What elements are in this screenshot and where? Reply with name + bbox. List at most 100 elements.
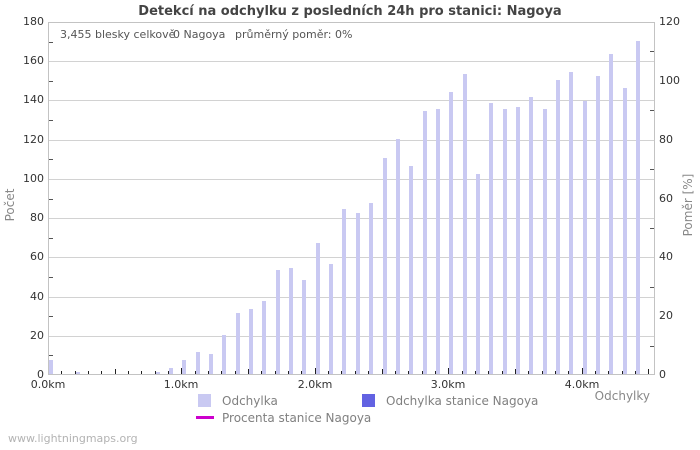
x-axis-label: Odchylky [594, 389, 650, 403]
gridline [49, 336, 654, 337]
bar-odchylka [476, 174, 480, 374]
y-tick-label-right: 60 [659, 192, 673, 205]
x-tick [195, 371, 196, 374]
x-tick [88, 371, 89, 374]
bar-odchylka [463, 74, 467, 374]
stat-station-strikes: 0 Nagoya [173, 28, 226, 41]
bar-odchylka [222, 335, 226, 374]
x-tick [61, 371, 62, 374]
x-tick-label: 2.0km [297, 378, 333, 391]
y-tick-label-right: 120 [659, 15, 680, 28]
y-minor-tick-left [49, 159, 53, 160]
bar-odchylka [489, 103, 493, 374]
stat-total-strikes: 3,455 blesky celkově [60, 28, 176, 41]
y-minor-tick-left [49, 42, 53, 43]
bar-odchylka [196, 352, 200, 374]
bar-odchylka [209, 354, 213, 374]
x-tick [382, 369, 383, 374]
bar-odchylka [596, 76, 600, 374]
plot-area [48, 22, 655, 375]
x-tick [155, 371, 156, 374]
x-tick-label: 0.0km [30, 378, 66, 391]
y-tick-label-left: 120 [23, 133, 44, 146]
x-tick [555, 371, 556, 374]
bar-odchylka [342, 209, 346, 374]
y-tick-label-right: 100 [659, 74, 680, 87]
x-tick [648, 369, 649, 374]
x-tick [408, 371, 409, 374]
gridline [49, 297, 654, 298]
x-tick [568, 371, 569, 374]
y-tick-label-left: 100 [23, 172, 44, 185]
x-tick [368, 371, 369, 374]
bar-odchylka [609, 54, 613, 374]
x-tick [235, 371, 236, 374]
legend-label-percent: Procenta stanice Nagoya [222, 411, 372, 425]
chart-title: Detekcí na odchylku z posledních 24h pro… [138, 4, 562, 19]
y-tick-label-left: 160 [23, 54, 44, 67]
y-tick-label-right: 20 [659, 309, 673, 322]
bar-odchylka [249, 309, 253, 374]
x-tick [515, 369, 516, 374]
x-tick [128, 371, 129, 374]
x-tick [528, 371, 529, 374]
bar-odchylka [156, 372, 160, 374]
bar-odchylka [289, 268, 293, 374]
x-tick [355, 371, 356, 374]
y-minor-tick-right [650, 51, 654, 52]
y-tick-label-right: 40 [659, 250, 673, 263]
y-minor-tick-right [650, 287, 654, 288]
y-tick-label-left: 40 [30, 290, 44, 303]
bar-odchylka [543, 109, 547, 374]
x-tick [595, 371, 596, 374]
stat-average-ratio: průměrný poměr: 0% [235, 28, 353, 41]
gridline [49, 179, 654, 180]
x-tick [75, 371, 76, 374]
x-tick [181, 368, 182, 374]
watermark-url: www.lightningmaps.org [8, 432, 138, 445]
x-tick [435, 371, 436, 374]
y-minor-tick-right [650, 169, 654, 170]
bar-odchylka [529, 97, 533, 374]
bar-odchylka [383, 158, 387, 374]
x-tick [502, 371, 503, 374]
bar-odchylka [556, 80, 560, 374]
x-tick [261, 371, 262, 374]
legend-swatch-odchylka [198, 394, 211, 407]
x-tick [448, 368, 449, 374]
x-tick [275, 371, 276, 374]
x-tick [542, 371, 543, 374]
x-tick [422, 371, 423, 374]
gridline [49, 100, 654, 101]
x-tick [288, 371, 289, 374]
y-tick-label-left: 60 [30, 250, 44, 263]
y-minor-tick-left [49, 81, 53, 82]
y-minor-tick-left [49, 199, 53, 200]
y-tick-label-left: 20 [30, 329, 44, 342]
x-tick-label: 1.0km [163, 378, 199, 391]
bar-odchylka [49, 360, 53, 374]
y-tick-label-right: 0 [659, 368, 666, 381]
x-tick [608, 371, 609, 374]
legend-line-percent [196, 416, 214, 419]
bar-odchylka [436, 109, 440, 374]
x-tick [488, 371, 489, 374]
y-minor-tick-left [49, 355, 53, 356]
y-tick-label-left: 180 [23, 15, 44, 28]
y-minor-tick-right [650, 346, 654, 347]
x-tick-label: 4.0km [564, 378, 600, 391]
bar-odchylka [356, 213, 360, 374]
y-tick-label-left: 140 [23, 93, 44, 106]
gridline [49, 140, 654, 141]
x-tick [475, 371, 476, 374]
bar-odchylka [329, 264, 333, 374]
gridline [49, 257, 654, 258]
x-tick-label: 3.0km [430, 378, 466, 391]
x-tick [141, 371, 142, 374]
y-minor-tick-left [49, 120, 53, 121]
y-minor-tick-left [49, 238, 53, 239]
x-tick [635, 371, 636, 374]
bar-odchylka [302, 280, 306, 374]
legend-label-station: Odchylka stanice Nagoya [386, 394, 539, 408]
